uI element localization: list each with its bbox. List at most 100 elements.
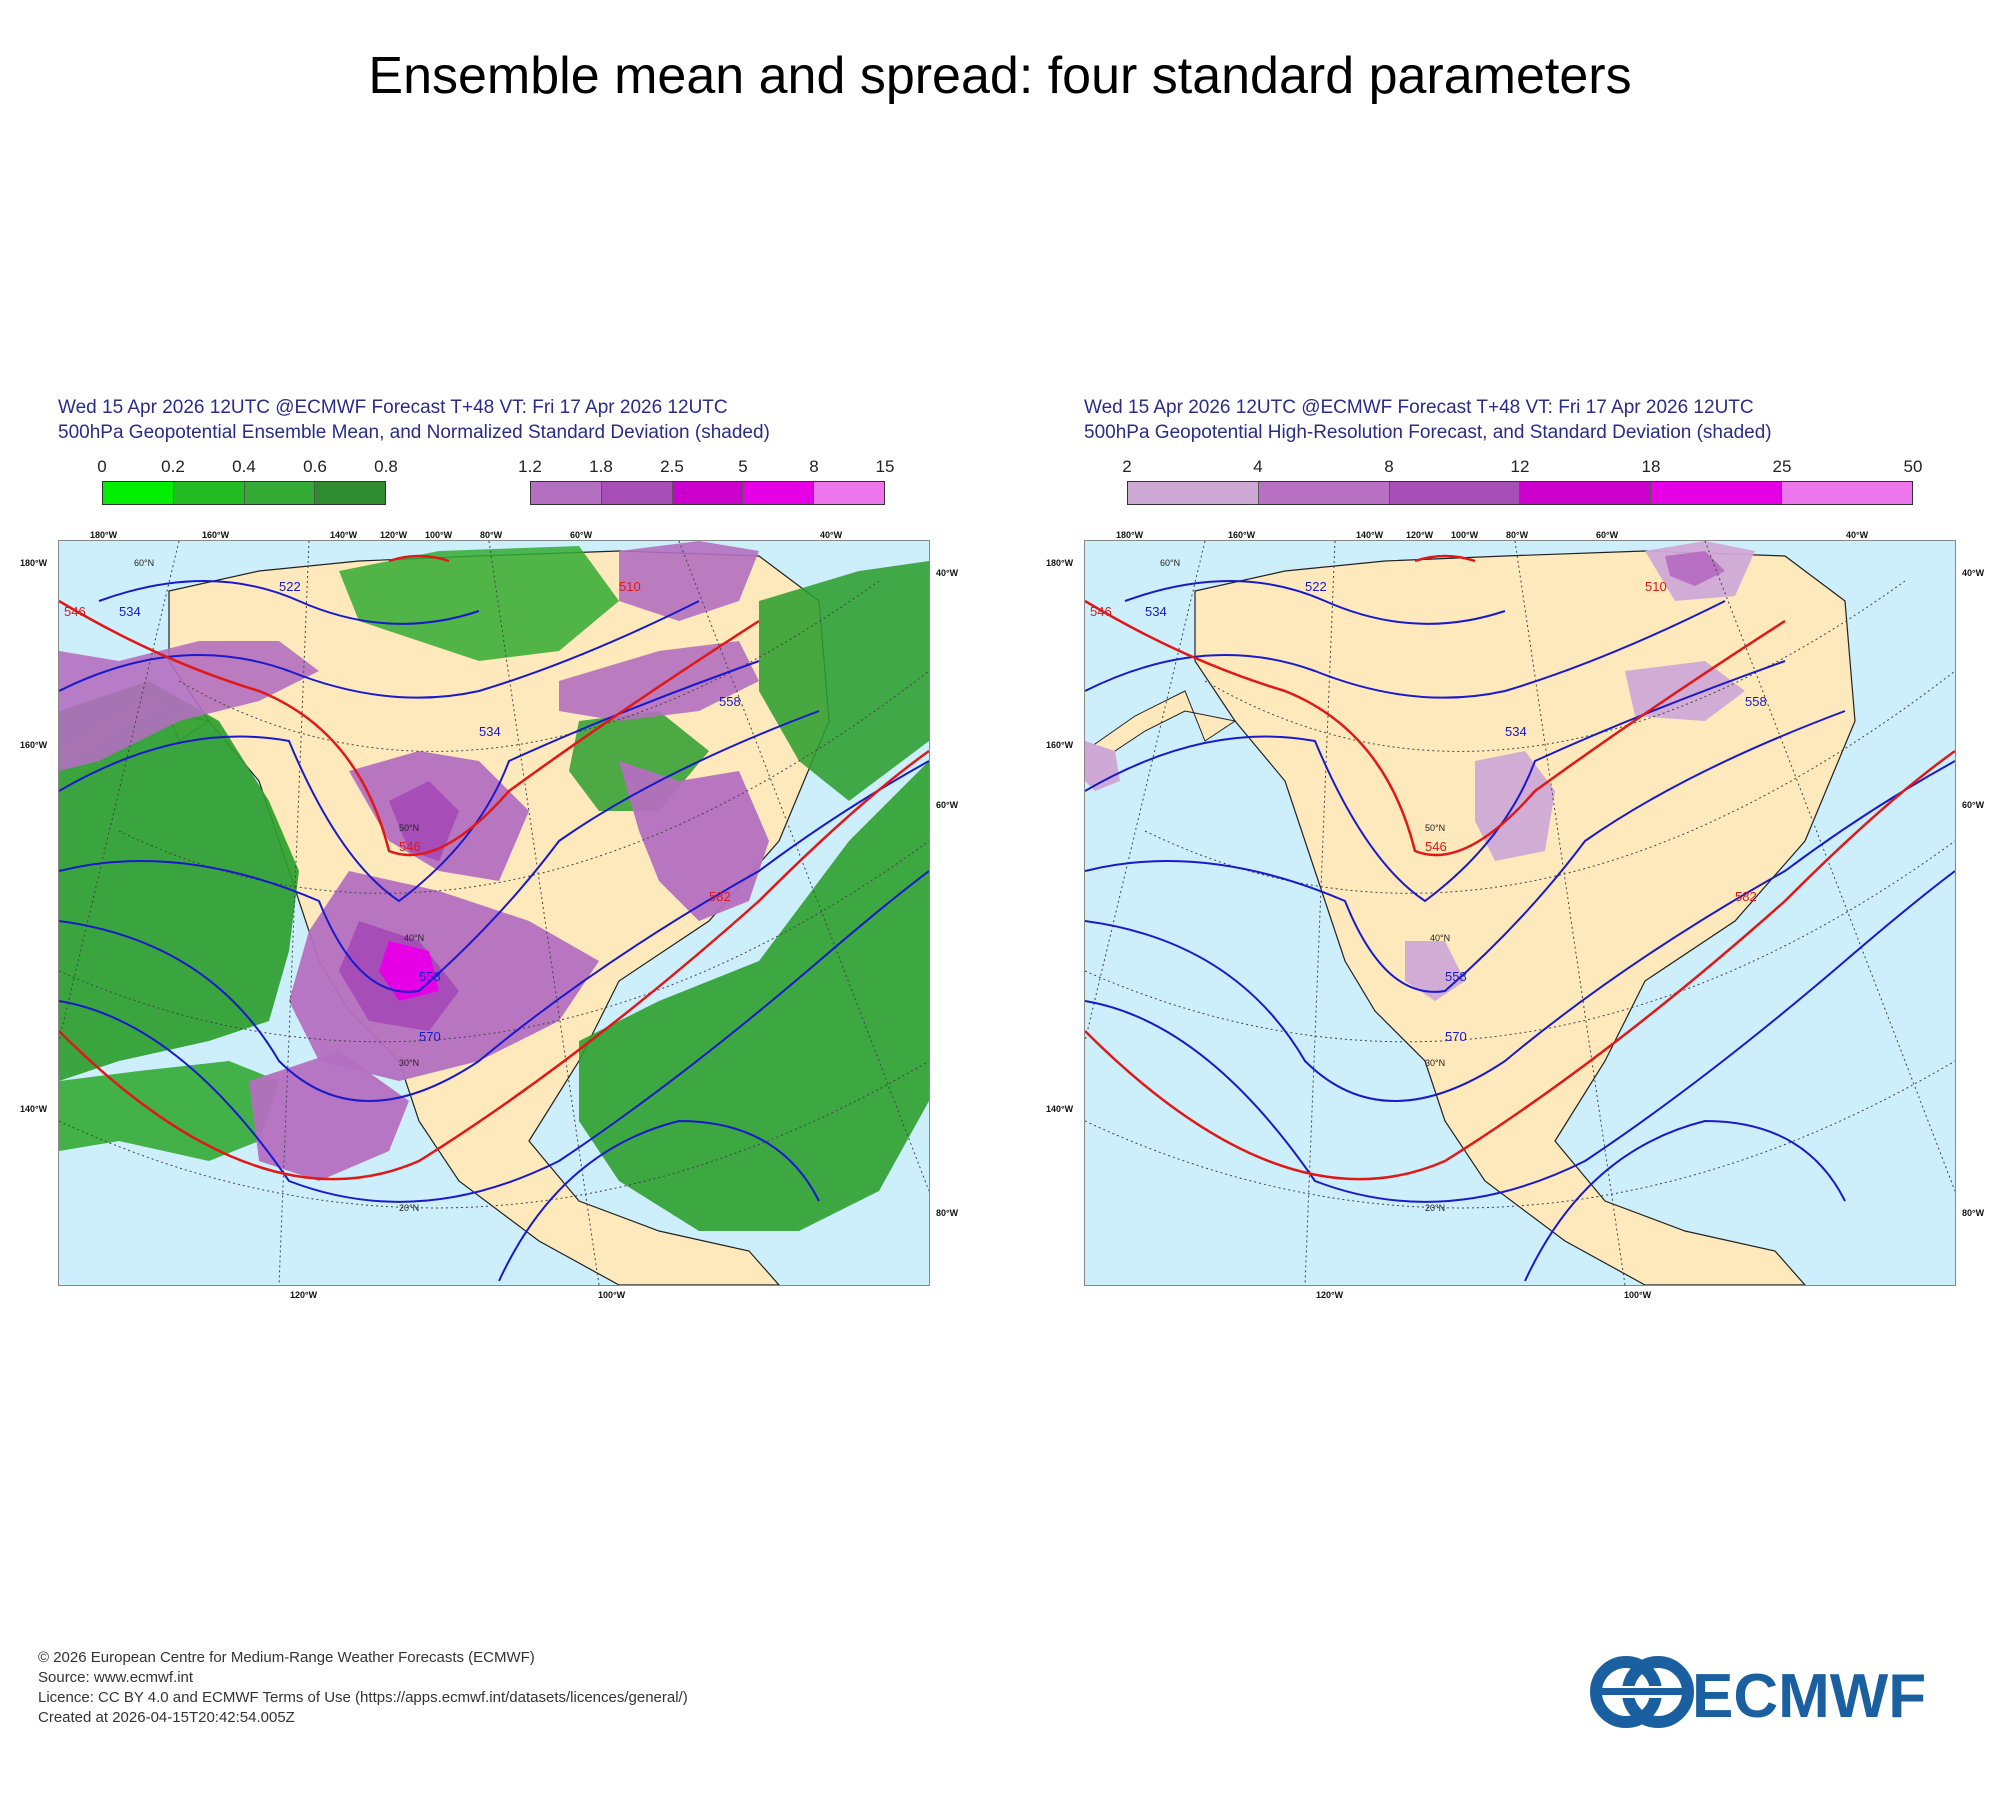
contour-label: 510 xyxy=(619,579,641,594)
lon-label: 140°W xyxy=(1046,1104,1074,1114)
contour-label: 558 xyxy=(419,969,441,984)
legend-swatch xyxy=(1782,482,1912,504)
contours-red xyxy=(1085,554,1955,1181)
lat-label: 50°N xyxy=(399,823,419,833)
legend-tick: 25 xyxy=(1772,457,1792,476)
spread-purple-hudson xyxy=(559,641,759,721)
legend-swatch xyxy=(1389,482,1521,504)
legend-tick: 2 xyxy=(1122,457,1132,476)
lat-label: 30°N xyxy=(399,1058,419,1068)
spread-purple-greenland xyxy=(619,541,759,621)
footer-copyright: © 2026 European Centre for Medium-Range … xyxy=(38,1649,535,1666)
contour-label: 522 xyxy=(1305,579,1327,594)
panel-title: Wed 15 Apr 2026 12UTC @ECMWF Forecast T+… xyxy=(58,395,770,445)
legend-ticks: 2 4 8 12 18 25 50 xyxy=(1122,457,1922,481)
lat-labels: 60°N 50°N 40°N 30°N 20°N xyxy=(134,558,424,1213)
map-svg: 534 522 558 570 534 558 546 582 510 546 … xyxy=(1085,541,1955,1285)
legend-swatch xyxy=(1520,482,1652,504)
contour-label: 558 xyxy=(719,694,741,709)
spread-purple-rockies-core xyxy=(389,781,459,861)
panel-title-line1: Wed 15 Apr 2026 12UTC @ECMWF Forecast T+… xyxy=(58,397,728,418)
lon-label: 140°W xyxy=(20,1104,48,1114)
contour-label: 558 xyxy=(1745,694,1767,709)
lon-label: 180°W xyxy=(1046,558,1074,568)
legend-tick: 1.8 xyxy=(589,457,613,476)
footer-licence: Licence: CC BY 4.0 and ECMWF Terms of Us… xyxy=(38,1689,688,1706)
legend-tick: 2.5 xyxy=(660,457,684,476)
panel-title-line2: 500hPa Geopotential Ensemble Mean, and N… xyxy=(58,422,770,443)
graticule xyxy=(1085,541,1955,1285)
contour-label: 510 xyxy=(1645,579,1667,594)
legend-tick: 0.6 xyxy=(303,457,327,476)
contour-label: 534 xyxy=(1145,604,1167,619)
lat-label: 40°N xyxy=(404,933,424,943)
legend-tick: 0.2 xyxy=(161,457,185,476)
spread-green-atlantic xyxy=(759,561,929,801)
lat-labels: 60°N 50°N 40°N 30°N 20°N xyxy=(1160,558,1450,1213)
contour-labels: 534 522 558 570 534 558 546 582 510 546 xyxy=(64,579,741,1044)
legend-swatch xyxy=(531,482,602,504)
ecmwf-logo-text: ECMWF xyxy=(1692,1662,1926,1730)
legend-tick: 4 xyxy=(1253,457,1263,476)
contours-blue xyxy=(59,580,929,1282)
spread-green-pacific xyxy=(59,1061,279,1161)
legend-normalized-std-high: 1.2 1.8 2.5 5 8 15 xyxy=(518,457,894,513)
legend-tick: 18 xyxy=(1641,457,1661,476)
legend-swatch xyxy=(743,482,815,504)
legend-tick: 12 xyxy=(1510,457,1530,476)
panel-title: Wed 15 Apr 2026 12UTC @ECMWF Forecast T+… xyxy=(1084,395,1772,445)
spread-green-west xyxy=(59,681,299,1081)
spread-greenland-core xyxy=(1665,551,1725,586)
legend-tick: 8 xyxy=(809,457,819,476)
legend-swatch xyxy=(814,482,884,504)
spread-pacific xyxy=(1085,741,1120,791)
lat-label: 20°N xyxy=(1425,1203,1445,1213)
map-high-resolution[interactable]: 534 522 558 570 534 558 546 582 510 546 … xyxy=(1084,540,1956,1286)
legend-tick: 0 xyxy=(97,457,107,476)
legend-tick: 5 xyxy=(738,457,748,476)
spread-purple-gulf-alaska xyxy=(59,641,319,771)
legend-tick: 8 xyxy=(1384,457,1394,476)
lat-label: 20°N xyxy=(399,1203,419,1213)
lat-label: 50°N xyxy=(1425,823,1445,833)
legend-swatch xyxy=(315,482,385,504)
contour-label: 534 xyxy=(1505,724,1527,739)
contours-blue xyxy=(1085,580,1955,1282)
legend-ticks: 0 0.2 0.4 0.6 0.8 xyxy=(97,457,398,481)
panel-high-resolution: Wed 15 Apr 2026 12UTC @ECMWF Forecast T+… xyxy=(1076,395,1966,1295)
legend-normalized-std-low: 0 0.2 0.4 0.6 0.8 xyxy=(97,457,398,513)
contour-label: 582 xyxy=(709,889,731,904)
legend-swatch xyxy=(1258,482,1390,504)
spread-green-east xyxy=(579,761,929,1231)
panel-ensemble-mean: Wed 15 Apr 2026 12UTC @ECMWF Forecast T+… xyxy=(50,395,940,1295)
ecmwf-logo-icon: ECMWF xyxy=(1590,1656,1926,1731)
lat-label: 30°N xyxy=(1425,1058,1445,1068)
footer-source: Source: www.ecmwf.int xyxy=(38,1669,194,1686)
spread-purple-east xyxy=(619,761,769,921)
lat-label: 60°N xyxy=(1160,558,1180,568)
legend-swatch xyxy=(1128,482,1259,504)
legend-colorbar xyxy=(102,481,386,505)
legend-standard-deviation: 2 4 8 12 18 25 50 xyxy=(1122,457,1922,513)
ecmwf-logo: ECMWF xyxy=(1590,1655,1965,1731)
contour-label: 582 xyxy=(1735,889,1757,904)
graticule xyxy=(59,541,929,1285)
spread-green-arctic xyxy=(339,546,619,661)
legend-swatch xyxy=(244,482,316,504)
contour-label: 546 xyxy=(64,604,86,619)
map-ensemble-mean[interactable]: 534 522 558 570 534 558 546 582 510 546 … xyxy=(58,540,930,1286)
contour-label: 522 xyxy=(279,579,301,594)
footer-created: Created at 2026-04-15T20:42:54.005Z xyxy=(38,1709,295,1726)
legend-colorbar xyxy=(1127,481,1913,505)
contour-label: 546 xyxy=(1425,839,1447,854)
contour-labels: 534 522 558 570 534 558 546 582 510 546 xyxy=(1090,579,1767,1044)
footer-credits: © 2026 European Centre for Medium-Range … xyxy=(38,1648,688,1728)
contours-red xyxy=(59,554,929,1181)
legend-ticks: 1.2 1.8 2.5 5 8 15 xyxy=(518,457,894,481)
lon-label: 160°W xyxy=(20,740,48,750)
legend-tick: 50 xyxy=(1903,457,1923,476)
page-title: Ensemble mean and spread: four standard … xyxy=(368,47,1632,105)
alaska-land xyxy=(1085,690,1237,772)
lat-label: 60°N xyxy=(134,558,154,568)
contour-label: 546 xyxy=(399,839,421,854)
